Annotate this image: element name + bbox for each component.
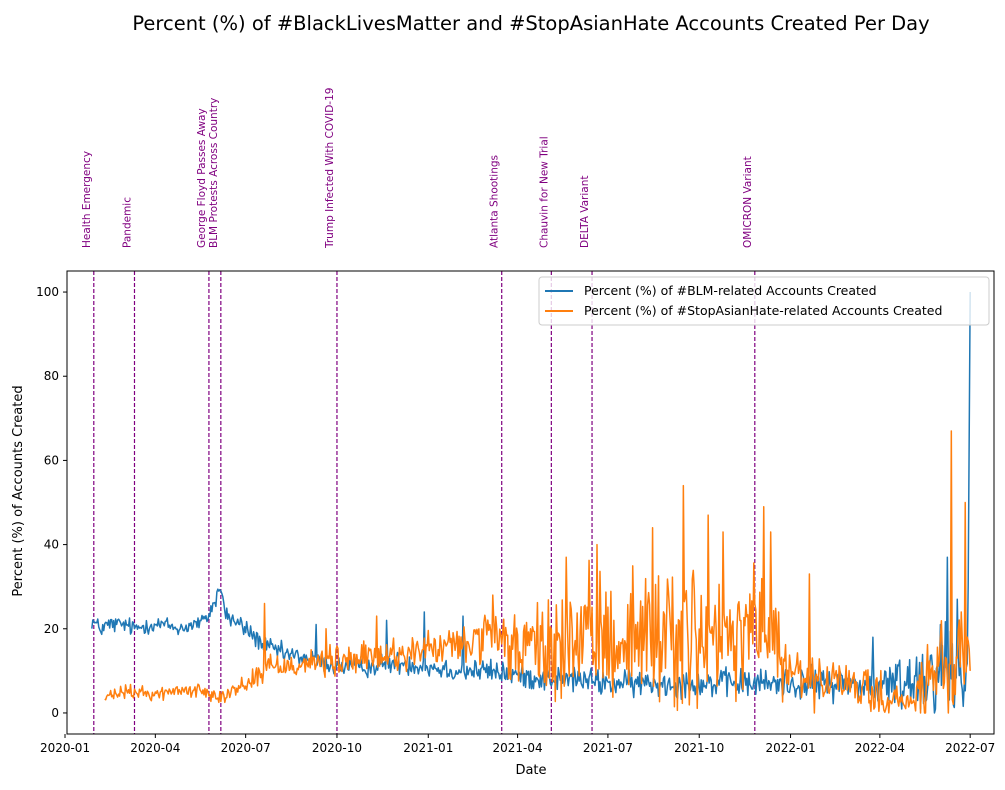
series-lines <box>91 292 971 714</box>
x-tick-label: 2020-07 <box>221 741 271 755</box>
series-line <box>104 430 971 714</box>
y-tick-label: 60 <box>44 453 59 467</box>
x-tick-label: 2020-10 <box>312 741 362 755</box>
event-label: George Floyd Passes Away <box>196 108 208 248</box>
event-label: Pandemic <box>121 197 133 248</box>
y-tick-label: 20 <box>44 622 59 636</box>
x-tick-label: 2022-01 <box>765 741 815 755</box>
y-tick-label: 80 <box>44 369 59 383</box>
event-label: Atlanta Shootings <box>489 155 501 248</box>
legend: Percent (%) of #BLM-related Accounts Cre… <box>538 276 990 326</box>
event-label: OMICRON Variant <box>742 156 754 248</box>
plot-frame <box>66 270 995 735</box>
chart-title: Percent (%) of #BlackLivesMatter and #St… <box>132 12 929 35</box>
y-axis: 0 20 40 60 80 100 <box>36 285 67 720</box>
series-line <box>91 292 971 714</box>
y-tick-label: 0 <box>51 706 59 720</box>
event-label: Chauvin for New Trial <box>538 136 550 248</box>
y-axis-label: Percent (%) of Accounts Created <box>11 385 26 596</box>
legend-box <box>538 276 990 326</box>
event-label: BLM Protests Across Country <box>208 98 220 248</box>
event-label: Health Emergency <box>81 151 93 248</box>
legend-label: Percent (%) of #StopAsianHate-related Ac… <box>584 303 942 318</box>
y-tick-label: 40 <box>44 538 59 552</box>
event-label: Trump Infected With COVID-19 <box>324 88 336 249</box>
x-axis-label: Date <box>515 763 546 778</box>
event-markers: Health Emergency Pandemic George Floyd Pas… <box>81 88 756 734</box>
x-tick-label: 2021-01 <box>403 741 453 755</box>
event-label: DELTA Variant <box>579 176 591 249</box>
x-tick-label: 2020-04 <box>130 741 180 755</box>
x-axis: 2020-01 2020-04 2020-07 2020-10 2021-01 2021-… <box>40 734 995 755</box>
x-tick-label: 2022-04 <box>855 741 905 755</box>
x-tick-label: 2021-07 <box>583 741 633 755</box>
x-tick-label: 2022-07 <box>945 741 995 755</box>
legend-label: Percent (%) of #BLM-related Accounts Cre… <box>584 283 877 298</box>
x-tick-label: 2021-04 <box>493 741 543 755</box>
x-tick-label: 2021-10 <box>674 741 724 755</box>
x-tick-label: 2020-01 <box>40 741 90 755</box>
y-tick-label: 100 <box>36 285 59 299</box>
